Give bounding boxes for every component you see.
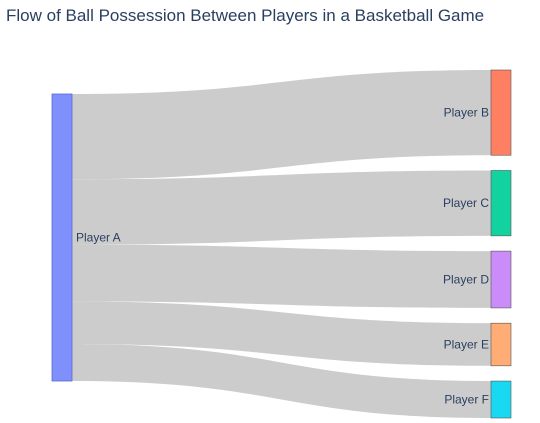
sankey-node-e bbox=[490, 322, 512, 367]
sankey-node-a bbox=[51, 93, 73, 382]
sankey-node-c bbox=[490, 170, 512, 237]
sankey-node-label-b: Player B bbox=[444, 106, 489, 120]
sankey-node-label-f: Player F bbox=[444, 393, 489, 407]
sankey-node-d bbox=[490, 250, 512, 309]
sankey-link-a-c bbox=[72, 170, 491, 245]
chart-title: Flow of Ball Possession Between Players … bbox=[6, 6, 485, 25]
sankey-node-label-c: Player C bbox=[443, 196, 489, 210]
sankey-node-b bbox=[490, 69, 512, 156]
sankey-link-a-f bbox=[72, 344, 491, 418]
sankey-link-a-b bbox=[72, 70, 491, 180]
sankey-node-label-d: Player D bbox=[443, 273, 489, 287]
sankey-node-f bbox=[490, 380, 512, 419]
sankey-link-a-d bbox=[72, 244, 491, 308]
links-layer bbox=[72, 70, 491, 418]
nodes-layer bbox=[51, 69, 512, 419]
sankey-node-label-e: Player E bbox=[444, 337, 489, 351]
labels-layer: Player A Player B Player C Player D Player E… bbox=[76, 106, 489, 407]
sankey-node-label-a: Player A bbox=[76, 231, 121, 245]
sankey-link-a-e bbox=[72, 301, 491, 366]
